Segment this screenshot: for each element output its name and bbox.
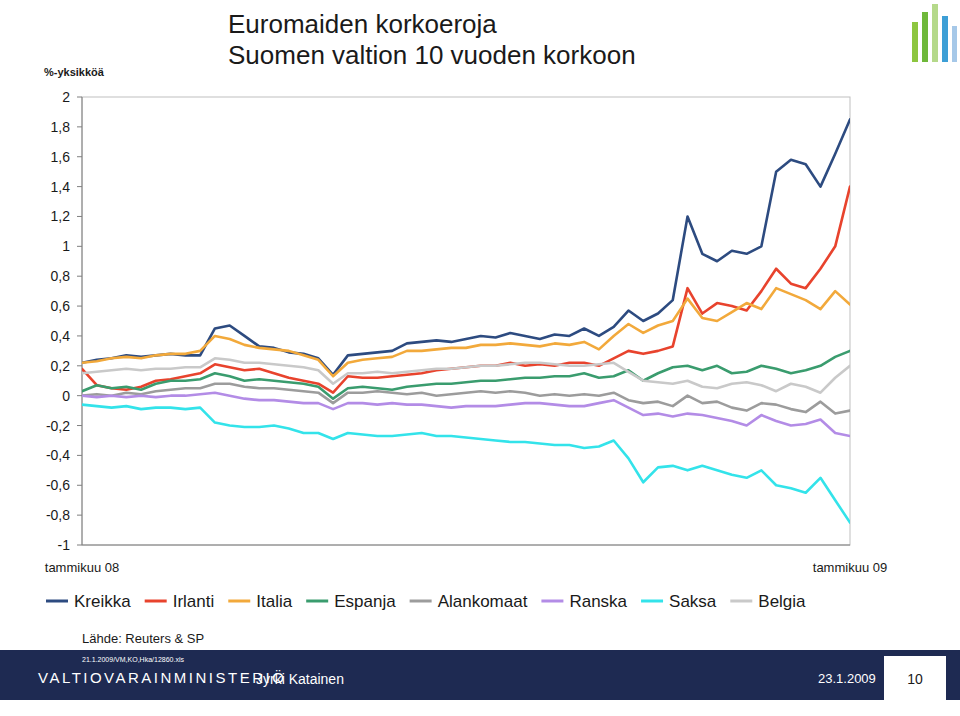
footer: 21.1.2009/VM,KO,Hka/12860.xls VALTIOVARAI… [0,650,960,700]
y-tick [77,186,82,187]
x-axis-line [82,545,850,546]
legend-item: Irlanti [145,592,215,611]
y-tick-label: 0,6 [51,298,71,314]
series-line [82,393,850,436]
subtitle: Suomen valtion 10 vuoden korkoon [228,40,636,70]
y-axis-label: %-yksikköä [44,66,105,78]
legend-label: Saksa [669,592,717,611]
y-tick [77,515,82,516]
logo-bar [952,26,957,62]
y-axis-line [82,97,83,545]
legend-label: Espanja [334,592,396,611]
y-tick [77,485,82,486]
legend-label: Belgia [758,592,806,611]
legend-item: Italia [228,592,292,611]
y-tick-label: -0,8 [46,507,70,523]
y-tick [77,545,82,546]
legend-swatch [145,600,167,603]
legend-swatch [46,600,68,603]
y-tick-label: 1,4 [51,179,71,195]
presenter: Jyrki Katainen [256,671,344,687]
legend-label: Ranska [569,592,627,611]
series-line [82,187,850,393]
x-tick-label: tammikuu 09 [813,560,887,575]
y-tick-label: 0,2 [51,358,71,374]
logo-bar [912,22,918,62]
y-tick-label: 1 [62,238,70,254]
legend-item: Espanja [306,592,396,611]
y-tick [77,335,82,336]
legend-label: Kreikka [74,592,131,611]
y-tick [77,97,82,98]
y-tick-label: 2 [62,89,70,105]
footer-bar [0,650,960,700]
y-tick-label: 1,2 [51,208,71,224]
date: 23.1.2009 [818,671,876,686]
source: Lähde: Reuters & SP [82,631,204,646]
legend-swatch [641,600,663,603]
y-tick-label: 0 [62,388,70,404]
legend-item: Alankomaat [410,592,528,611]
logo-bar [922,12,928,62]
legend-item: Belgia [730,592,806,611]
legend-swatch [410,600,432,603]
legend-swatch [541,600,563,603]
series-line [82,288,850,376]
y-tick-label: 0,4 [51,328,71,344]
y-tick [77,395,82,396]
slide: Euromaiden korkoerojaSuomen valtion 10 v… [0,0,960,716]
legend-label: Irlanti [173,592,215,611]
legend-label: Alankomaat [438,592,528,611]
x-ticks: tammikuu 08 tammikuu 09 [45,560,887,575]
file-reference: 21.1.2009/VM,KO,Hka/12860.xls [82,656,184,663]
y-tick-label: 1,6 [51,149,71,165]
legend: Kreikka Irlanti Italia Espanja Alankomaat Ran… [46,592,806,611]
organization: VALTIOVARAINMINISTERIÖ [38,669,286,686]
y-tick-label: 1,8 [51,119,71,135]
logo-decor [912,4,957,62]
series-line [82,119,850,374]
series-group [82,119,850,522]
plot-frame [82,97,850,545]
y-tick [77,216,82,217]
y-tick-label: 0,8 [51,268,71,284]
legend-swatch [228,600,250,603]
y-ticks: 2 1,8 1,6 1,4 1,2 1 0,8 0,6 0,4 0,2 0 -0,2 -0,4 -0,6 -… [46,89,82,553]
y-tick [77,365,82,366]
y-tick [77,276,82,277]
y-tick [77,306,82,307]
y-tick-label: -0,2 [46,418,70,434]
legend-swatch [306,600,328,603]
title: Euromaiden korkoeroja [228,9,497,39]
y-tick-label: -1 [58,537,71,553]
y-tick [77,126,82,127]
y-tick [77,425,82,426]
y-tick [77,455,82,456]
legend-item: Ranska [541,592,627,611]
series-line [82,358,850,392]
page-number-box [884,656,946,700]
logo-bar [932,4,938,62]
x-tick-label: tammikuu 08 [45,560,119,575]
y-tick-label: -0,6 [46,477,70,493]
logo-bar [942,16,948,62]
legend-swatch [730,600,752,603]
legend-item: Saksa [641,592,717,611]
legend-label: Italia [256,592,292,611]
y-tick [77,246,82,247]
series-line [82,405,850,523]
legend-item: Kreikka [46,592,131,611]
y-tick [77,156,82,157]
page-number: 10 [907,671,923,687]
y-tick-label: -0,4 [46,447,70,463]
